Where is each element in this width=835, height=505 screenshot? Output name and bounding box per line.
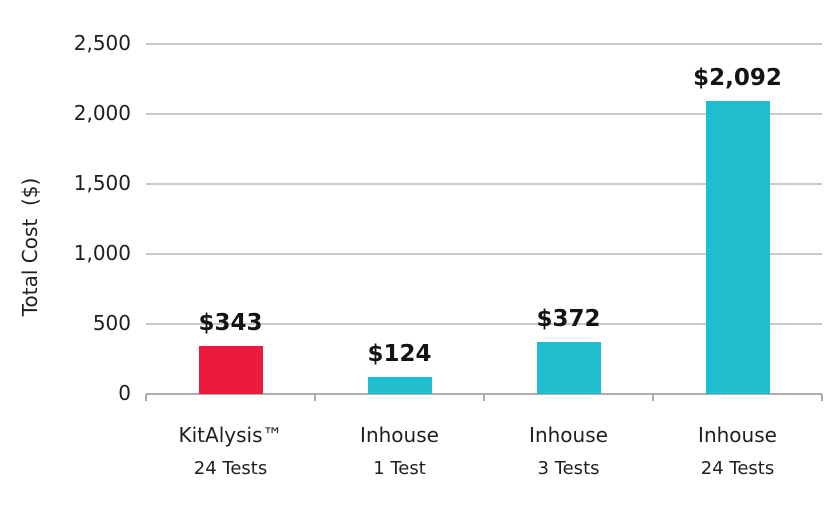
gridline [146,43,822,45]
bar-4 [705,101,770,394]
category-label-line1: KitAlysis™ [178,423,283,447]
x-axis-tick [145,394,147,401]
category-label-line2: 1 Test [373,458,426,479]
x-axis-tick [821,394,823,401]
bar-value-label: $2,092 [693,65,782,92]
gridline [146,253,822,255]
gridline [146,323,822,325]
y-tick-label: 0 [118,381,131,405]
bar-1 [198,345,263,394]
category-label-line1: Inhouse [360,423,439,447]
gridline [146,113,822,115]
category-label-line2: 24 Tests [193,458,268,479]
x-axis-tick [314,394,316,401]
gridline [146,183,822,185]
bar-3 [536,341,601,394]
y-tick-label: 2,000 [73,101,131,125]
category-label-line1: Inhouse [529,423,608,447]
bar-value-label: $372 [536,305,601,332]
bar-value-label: $343 [198,309,263,336]
bar-2 [367,376,432,394]
x-axis-tick [483,394,485,401]
bar-value-label: $124 [367,340,432,367]
y-tick-label: 1,000 [73,241,131,265]
y-tick-label: 2,500 [73,31,131,55]
x-axis-tick [652,394,654,401]
y-tick-label: 1,500 [73,171,131,195]
y-tick-label: 500 [92,311,131,335]
category-label-line2: 3 Tests [537,458,600,479]
category-label-line2: 24 Tests [700,458,775,479]
category-label-line1: Inhouse [698,423,777,447]
